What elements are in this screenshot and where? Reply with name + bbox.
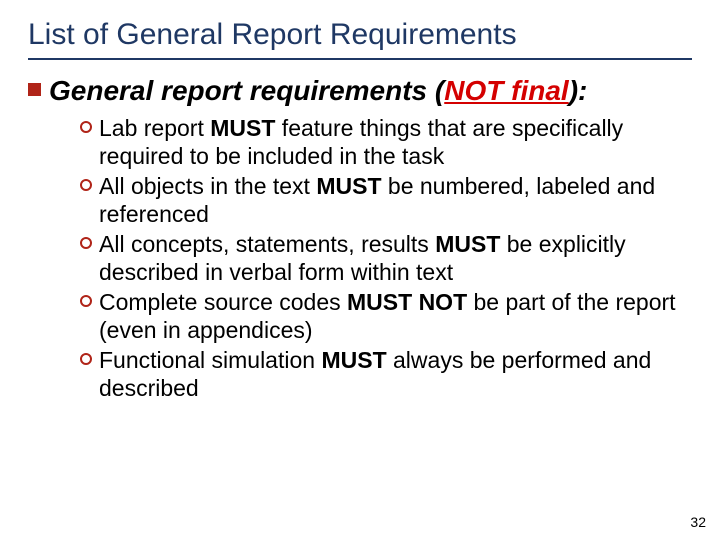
circle-bullet-icon	[80, 237, 92, 249]
text-must: MUST	[321, 347, 386, 373]
heading-row: General report requirements (NOT final):	[28, 74, 692, 108]
list-item: Lab report MUST feature things that are …	[80, 114, 692, 170]
text-a: All objects in the text	[99, 173, 316, 199]
requirement-list: Lab report MUST feature things that are …	[80, 114, 692, 402]
page-number: 32	[690, 514, 706, 530]
list-item-text: All objects in the text MUST be numbered…	[99, 172, 692, 228]
circle-bullet-icon	[80, 353, 92, 365]
text-must: MUST	[210, 115, 275, 141]
text-a: Functional simulation	[99, 347, 321, 373]
text-must: MUST	[435, 231, 500, 257]
title-rule	[28, 58, 692, 60]
slide: List of General Report Requirements Gene…	[0, 0, 720, 540]
square-bullet-icon	[28, 83, 41, 96]
heading-text: General report requirements (NOT final):	[49, 74, 587, 108]
circle-bullet-icon	[80, 295, 92, 307]
text-a: Lab report	[99, 115, 210, 141]
list-item: All concepts, statements, results MUST b…	[80, 230, 692, 286]
circle-bullet-icon	[80, 179, 92, 191]
circle-bullet-icon	[80, 121, 92, 133]
text-a: All concepts, statements, results	[99, 231, 435, 257]
slide-title: List of General Report Requirements	[28, 18, 692, 52]
heading-emph: NOT final	[444, 75, 568, 106]
list-item-text: Lab report MUST feature things that are …	[99, 114, 692, 170]
list-item-text: Complete source codes MUST NOT be part o…	[99, 288, 692, 344]
list-item-text: Functional simulation MUST always be per…	[99, 346, 692, 402]
heading-pre: General report requirements (	[49, 75, 444, 106]
text-a: Complete source codes	[99, 289, 347, 315]
heading-post: ):	[569, 75, 588, 106]
list-item: All objects in the text MUST be numbered…	[80, 172, 692, 228]
list-item: Complete source codes MUST NOT be part o…	[80, 288, 692, 344]
text-must: MUST NOT	[347, 289, 467, 315]
list-item: Functional simulation MUST always be per…	[80, 346, 692, 402]
text-must: MUST	[316, 173, 381, 199]
list-item-text: All concepts, statements, results MUST b…	[99, 230, 692, 286]
